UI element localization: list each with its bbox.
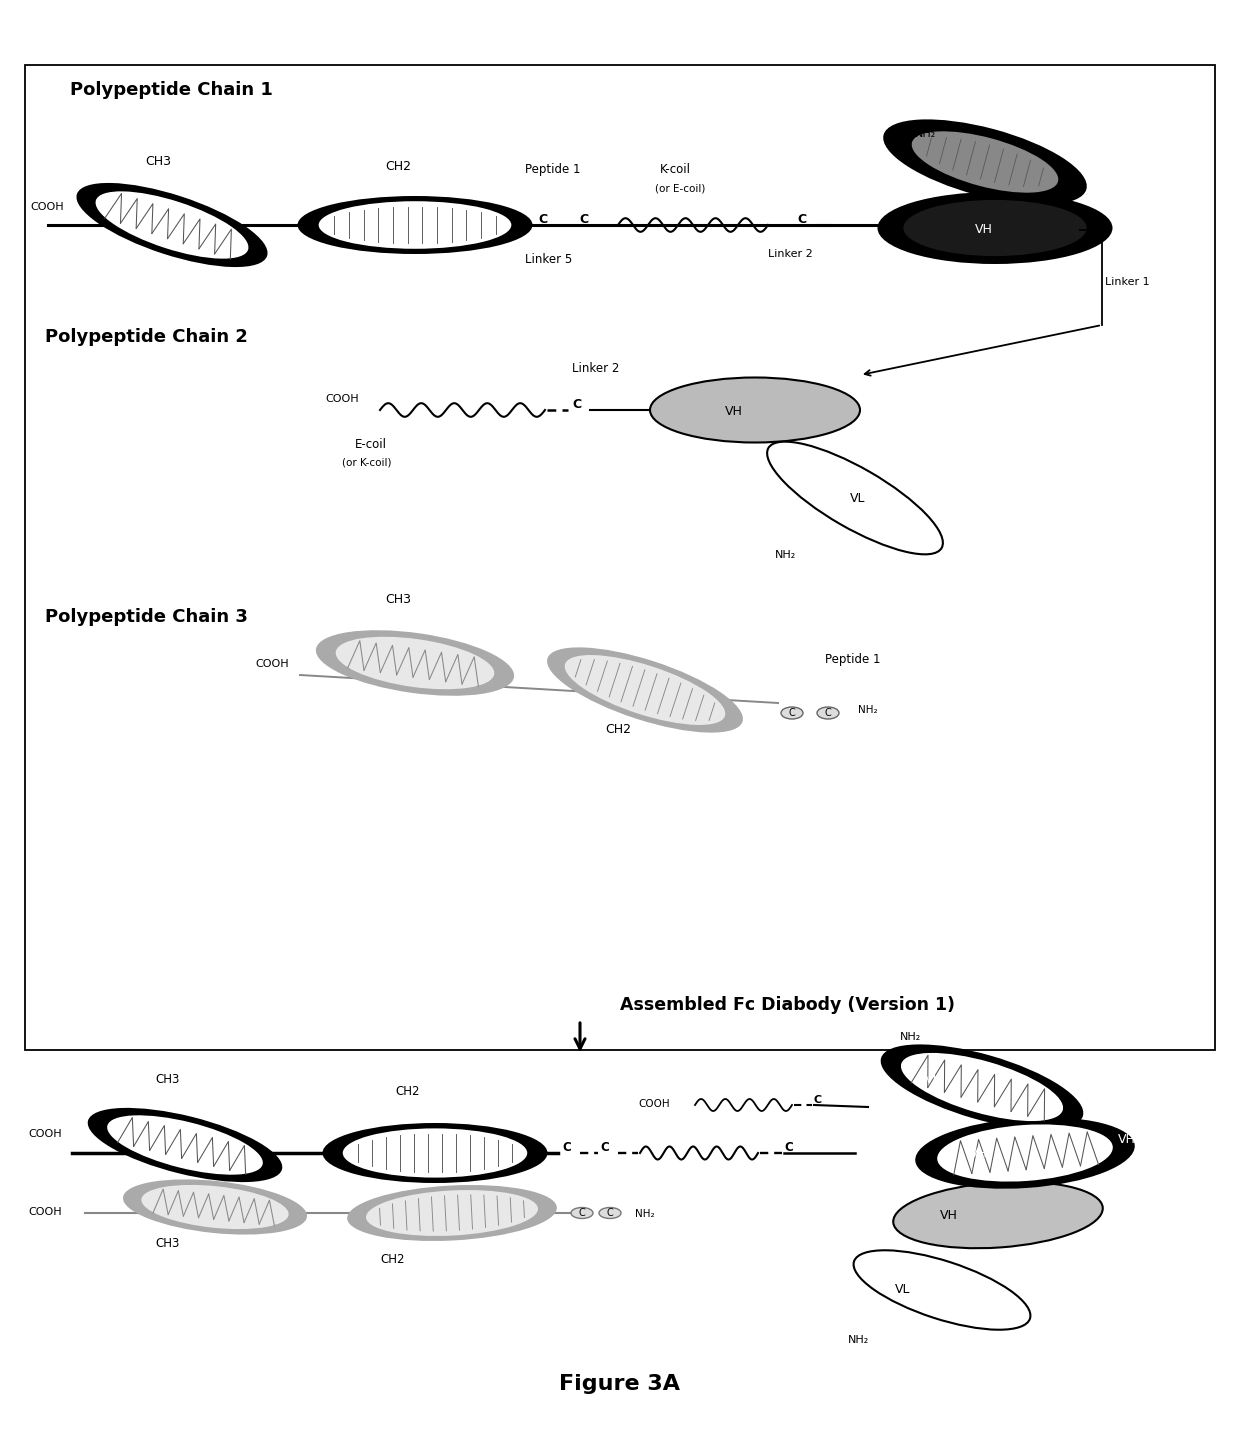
Text: E-coil: E-coil xyxy=(355,438,387,450)
Text: Polypeptide Chain 1: Polypeptide Chain 1 xyxy=(69,82,273,99)
Ellipse shape xyxy=(901,1052,1063,1121)
Text: VL: VL xyxy=(849,492,866,505)
Text: VH: VH xyxy=(1118,1133,1136,1145)
Ellipse shape xyxy=(853,1250,1030,1330)
Text: C: C xyxy=(606,1208,614,1218)
Ellipse shape xyxy=(123,1180,308,1234)
Text: NH₂: NH₂ xyxy=(775,551,796,561)
Text: Polypeptide Chain 3: Polypeptide Chain 3 xyxy=(45,608,248,626)
Ellipse shape xyxy=(880,1044,1084,1130)
Text: K-coil: K-coil xyxy=(660,163,691,176)
Text: COOH: COOH xyxy=(325,395,358,405)
Text: Peptide 1: Peptide 1 xyxy=(825,654,880,666)
Ellipse shape xyxy=(904,200,1086,256)
Ellipse shape xyxy=(322,1123,548,1183)
Text: Linker 2: Linker 2 xyxy=(572,362,619,375)
Ellipse shape xyxy=(347,1185,557,1241)
Text: (or E-coil): (or E-coil) xyxy=(655,183,706,193)
Ellipse shape xyxy=(298,196,532,255)
Text: Linker 1: Linker 1 xyxy=(1105,277,1149,287)
Ellipse shape xyxy=(141,1185,289,1228)
Text: CH3: CH3 xyxy=(384,593,410,606)
Text: (or K-coil): (or K-coil) xyxy=(342,458,392,468)
Text: NH₂: NH₂ xyxy=(848,1336,869,1346)
Text: C: C xyxy=(784,1141,792,1154)
Text: NH₂: NH₂ xyxy=(858,705,878,715)
Text: Peptide 1: Peptide 1 xyxy=(525,163,580,176)
Text: C: C xyxy=(579,213,588,226)
Text: CH3: CH3 xyxy=(155,1072,180,1085)
Ellipse shape xyxy=(650,378,861,442)
Ellipse shape xyxy=(817,706,839,719)
Ellipse shape xyxy=(781,706,804,719)
Ellipse shape xyxy=(336,636,495,689)
Text: C: C xyxy=(789,708,795,718)
Ellipse shape xyxy=(564,655,725,725)
Text: Assembled Fc Diabody (Version 1): Assembled Fc Diabody (Version 1) xyxy=(620,997,955,1014)
Ellipse shape xyxy=(319,202,511,249)
Ellipse shape xyxy=(316,631,515,696)
Text: COOH: COOH xyxy=(30,202,63,212)
Text: VH: VH xyxy=(970,1147,988,1160)
Ellipse shape xyxy=(911,132,1058,193)
Text: C: C xyxy=(797,213,806,226)
Ellipse shape xyxy=(342,1128,527,1177)
Ellipse shape xyxy=(768,442,942,555)
Ellipse shape xyxy=(599,1207,621,1218)
Text: CH3: CH3 xyxy=(155,1237,180,1250)
Text: C: C xyxy=(579,1208,585,1218)
Ellipse shape xyxy=(77,183,268,267)
Text: VL: VL xyxy=(895,1283,910,1296)
Text: CH2: CH2 xyxy=(605,724,631,736)
Text: COOH: COOH xyxy=(255,659,289,669)
Ellipse shape xyxy=(88,1108,283,1183)
Bar xyxy=(25,64,1215,1050)
Text: VL: VL xyxy=(1073,1067,1087,1080)
Text: NH₂: NH₂ xyxy=(915,129,936,139)
Ellipse shape xyxy=(366,1190,538,1236)
Text: C: C xyxy=(572,398,582,410)
Text: COOH: COOH xyxy=(29,1130,62,1140)
Ellipse shape xyxy=(893,1181,1102,1248)
Text: Linker 5: Linker 5 xyxy=(525,253,572,266)
Ellipse shape xyxy=(915,1117,1135,1188)
Text: C: C xyxy=(825,708,831,718)
Ellipse shape xyxy=(883,119,1086,204)
Text: CH2: CH2 xyxy=(379,1253,404,1266)
Text: CH2: CH2 xyxy=(384,160,410,173)
Ellipse shape xyxy=(547,648,743,732)
Text: Linker 2: Linker 2 xyxy=(768,249,812,259)
Text: C: C xyxy=(562,1141,570,1154)
Text: C: C xyxy=(538,213,547,226)
Text: CH2: CH2 xyxy=(396,1085,419,1098)
Text: VH: VH xyxy=(975,223,993,236)
Text: Polypeptide Chain 2: Polypeptide Chain 2 xyxy=(45,327,248,346)
Text: COOH: COOH xyxy=(29,1207,62,1217)
Text: NH₂: NH₂ xyxy=(635,1208,655,1218)
Text: CH3: CH3 xyxy=(145,154,171,167)
Text: Figure 3A: Figure 3A xyxy=(559,1374,681,1394)
Text: COOH: COOH xyxy=(639,1100,670,1110)
Ellipse shape xyxy=(570,1207,593,1218)
Text: NH₂: NH₂ xyxy=(900,1032,921,1042)
Text: VL: VL xyxy=(925,1072,940,1085)
Text: C: C xyxy=(600,1141,609,1154)
Ellipse shape xyxy=(95,192,248,259)
Text: VH: VH xyxy=(940,1208,957,1223)
Text: VL: VL xyxy=(1035,134,1050,147)
Ellipse shape xyxy=(107,1115,263,1174)
Text: C: C xyxy=(813,1095,822,1105)
Ellipse shape xyxy=(937,1124,1112,1181)
Text: VH: VH xyxy=(725,405,743,418)
Ellipse shape xyxy=(878,192,1112,265)
